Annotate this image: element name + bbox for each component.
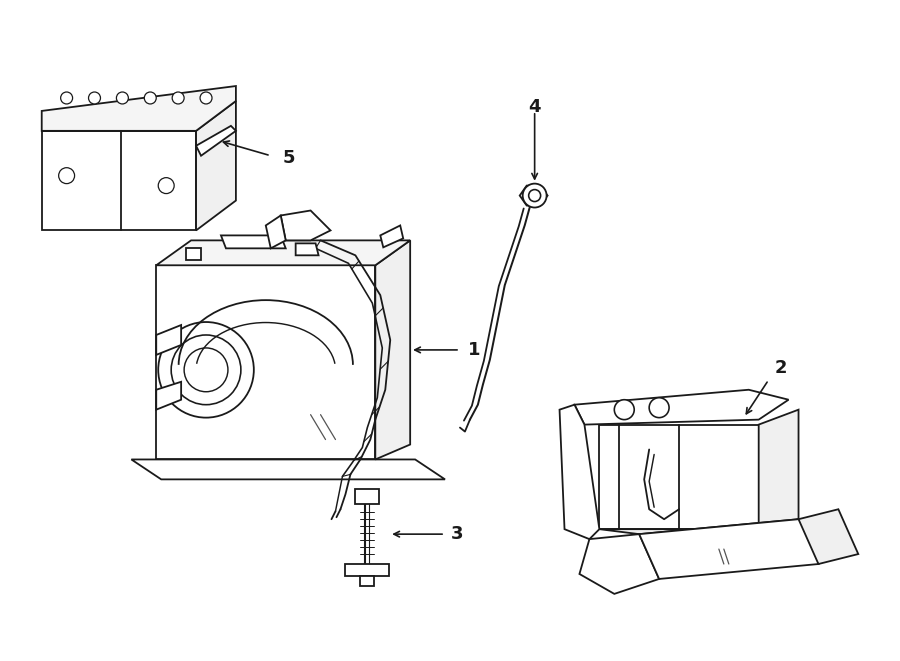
Polygon shape <box>639 519 818 579</box>
Polygon shape <box>196 101 236 231</box>
Polygon shape <box>759 410 798 529</box>
Polygon shape <box>519 186 547 206</box>
Polygon shape <box>296 243 319 255</box>
Polygon shape <box>574 390 788 424</box>
Text: 5: 5 <box>283 149 295 167</box>
Circle shape <box>88 92 101 104</box>
Circle shape <box>158 178 175 194</box>
Polygon shape <box>157 382 181 410</box>
Polygon shape <box>157 265 375 459</box>
Polygon shape <box>381 225 403 247</box>
Polygon shape <box>186 249 201 260</box>
Polygon shape <box>266 215 285 249</box>
Polygon shape <box>346 564 390 576</box>
Circle shape <box>200 92 212 104</box>
Polygon shape <box>375 241 410 459</box>
Polygon shape <box>41 131 196 231</box>
Text: 4: 4 <box>528 98 541 116</box>
Polygon shape <box>131 459 445 479</box>
Polygon shape <box>157 325 181 355</box>
Circle shape <box>172 92 184 104</box>
Polygon shape <box>599 424 759 529</box>
Text: 1: 1 <box>468 341 481 359</box>
Polygon shape <box>281 210 330 241</box>
Polygon shape <box>221 235 285 249</box>
Circle shape <box>60 92 73 104</box>
Polygon shape <box>360 576 374 586</box>
Polygon shape <box>41 86 236 131</box>
Circle shape <box>528 190 541 202</box>
Circle shape <box>615 400 634 420</box>
Circle shape <box>171 335 241 405</box>
Circle shape <box>158 322 254 418</box>
Circle shape <box>144 92 157 104</box>
Polygon shape <box>580 534 659 594</box>
Polygon shape <box>157 241 410 265</box>
Polygon shape <box>798 509 859 564</box>
Circle shape <box>523 184 546 208</box>
Circle shape <box>649 398 669 418</box>
Polygon shape <box>599 519 798 534</box>
Polygon shape <box>356 489 379 504</box>
Circle shape <box>58 168 75 184</box>
Circle shape <box>184 348 228 392</box>
Polygon shape <box>196 126 236 156</box>
Polygon shape <box>560 405 599 539</box>
Text: 2: 2 <box>775 359 788 377</box>
Circle shape <box>116 92 129 104</box>
Text: 3: 3 <box>451 525 464 543</box>
